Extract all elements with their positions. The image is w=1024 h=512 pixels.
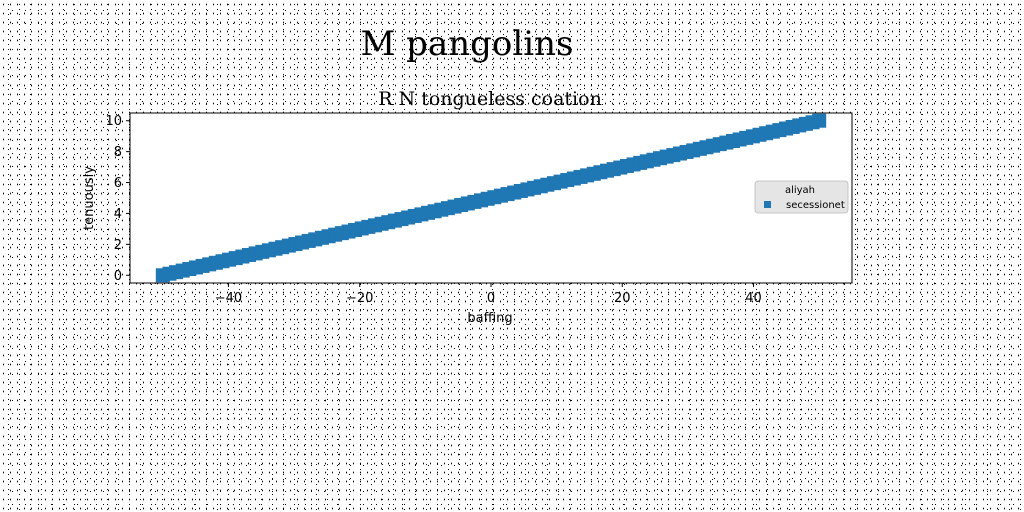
legend-title: aliyah [785,185,815,196]
y-tick-label: 6 [114,176,122,191]
x-tick-label: −20 [346,291,373,306]
y-tick-label: 10 [105,114,122,129]
plot-area: −40 −20 0 20 40 0 2 4 6 8 10 [105,112,853,306]
legend-marker-secessionet [764,201,771,208]
y-tick-label: 0 [114,269,122,284]
legend: aliyah secessionet [754,180,849,214]
x-tick-label: −40 [215,291,242,306]
x-axis-ticks: −40 −20 0 20 40 [215,283,762,306]
x-axis-label: baffing [467,311,512,326]
y-tick-label: 4 [114,207,122,222]
x-tick-label: 40 [745,291,762,306]
chart-title: R N tongueless coation [378,88,602,110]
legend-entry-secessionet: secessionet [786,200,845,211]
legend-box [754,180,849,214]
y-tick-label: 8 [114,145,122,160]
x-tick-label: 0 [487,291,495,306]
x-tick-label: 20 [614,291,631,306]
y-tick-label: 2 [114,238,122,253]
y-axis-ticks: 0 2 4 6 8 10 [105,114,130,284]
scatter-point [812,113,827,128]
figure-suptitle: M pangolins [361,24,574,64]
y-axis-label: tenuously [82,166,97,230]
scatter-series-secessionet [155,113,827,283]
